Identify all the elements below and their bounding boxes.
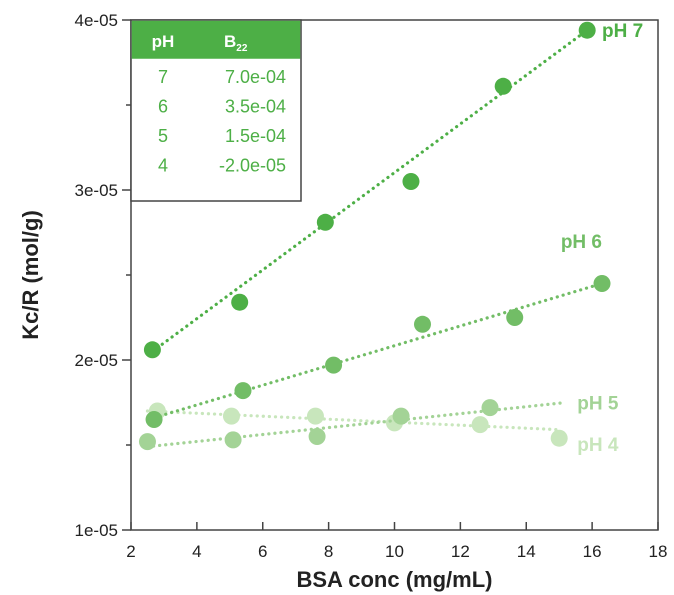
series-label: pH 5 [577, 394, 619, 415]
data-point [413, 315, 431, 333]
y-tick-label: 1e-05 [75, 521, 118, 540]
data-point [222, 407, 240, 425]
table-cell-b22: -2.0e-05 [219, 156, 286, 176]
data-point [231, 293, 249, 311]
series-ph-6: pH 6 [145, 232, 611, 428]
table-row: 5 1.5e-04 [158, 126, 286, 146]
data-point [325, 356, 343, 374]
data-point [481, 399, 499, 417]
x-tick-label: 4 [192, 542, 201, 561]
x-tick-label: 2 [126, 542, 135, 561]
y-tick-label: 4e-05 [75, 11, 118, 30]
table-row: 7 7.0e-04 [158, 67, 286, 87]
y-axis-ticks: 1e-05 2e-05 3e-05 4e-05 [75, 11, 131, 540]
fit-line [145, 400, 568, 449]
data-point [138, 433, 156, 451]
series-label: pH 7 [602, 21, 643, 42]
fit-line [145, 409, 561, 432]
series-label: pH 6 [561, 232, 602, 253]
fit-line [150, 28, 589, 354]
table-row: 4 -2.0e-05 [158, 156, 286, 176]
table-cell-ph: 7 [158, 67, 168, 87]
b22-table-header-b: B22 [224, 32, 248, 54]
data-point [550, 429, 568, 447]
y-tick-label: 2e-05 [75, 351, 118, 370]
b22-table-header-b-sub: 22 [236, 43, 248, 54]
b22-table-header [131, 20, 301, 59]
table-cell-b22: 1.5e-04 [225, 126, 286, 146]
data-point [578, 21, 596, 39]
data-point [471, 416, 489, 434]
data-point [224, 431, 242, 449]
b22-table: pH B22 7 7.0e-04 6 3.5e-04 5 1.5e-04 4 -2.0e-05 [130, 19, 302, 202]
data-point [306, 407, 324, 425]
b22-table-header-ph: pH [152, 32, 175, 51]
b22-table-header-b-main: B [224, 32, 236, 51]
fit-line [152, 281, 604, 420]
series-ph-4: pH 4 [145, 402, 619, 456]
x-tick-label: 8 [324, 542, 333, 561]
x-tick-label: 14 [517, 542, 536, 561]
data-point [316, 213, 334, 231]
data-point [392, 407, 410, 425]
x-tick-label: 6 [258, 542, 267, 561]
y-tick-label: 3e-05 [75, 181, 118, 200]
x-tick-label: 10 [385, 542, 404, 561]
data-point [145, 411, 163, 428]
series-ph-7: pH 7 [143, 21, 643, 359]
series-layer: pH 4 pH 5 pH 6 pH 7 [138, 21, 643, 456]
data-point [308, 428, 326, 445]
series-ph-5: pH 5 [138, 394, 619, 451]
table-cell-b22: 7.0e-04 [225, 67, 286, 87]
table-cell-b22: 3.5e-04 [225, 97, 286, 117]
table-cell-ph: 5 [158, 126, 168, 146]
x-tick-label: 18 [649, 542, 668, 561]
x-axis-title: BSA conc (mg/mL) [297, 567, 493, 592]
y-axis-title: Kc/R (mol/g) [18, 210, 43, 340]
data-point [593, 275, 611, 292]
data-point [402, 173, 420, 190]
data-point [506, 309, 524, 326]
data-point [494, 77, 512, 95]
table-row: 6 3.5e-04 [158, 97, 286, 117]
data-point [234, 382, 252, 400]
x-tick-label: 16 [583, 542, 602, 561]
b22-table-rows: 7 7.0e-04 6 3.5e-04 5 1.5e-04 4 -2.0e-05 [158, 67, 286, 176]
data-point [143, 341, 161, 359]
x-axis-ticks: 2 4 6 8 10 12 14 16 18 [126, 522, 667, 561]
table-cell-ph: 4 [158, 156, 168, 176]
x-tick-label: 12 [451, 542, 470, 561]
table-cell-ph: 6 [158, 97, 168, 117]
series-label: pH 4 [577, 435, 619, 456]
